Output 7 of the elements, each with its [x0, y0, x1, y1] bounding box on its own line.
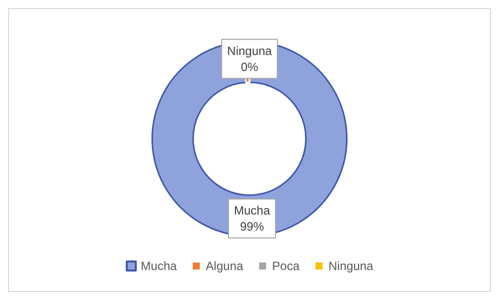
slice-label: Mucha — [234, 204, 270, 218]
legend-label: Poca — [272, 259, 300, 273]
data-label: 99% — [240, 220, 264, 234]
legend-label: Mucha — [140, 259, 178, 273]
legend-label: Alguna — [206, 259, 244, 273]
category-label: Ninguna — [227, 44, 272, 58]
legend-label: Ninguna — [328, 259, 374, 273]
